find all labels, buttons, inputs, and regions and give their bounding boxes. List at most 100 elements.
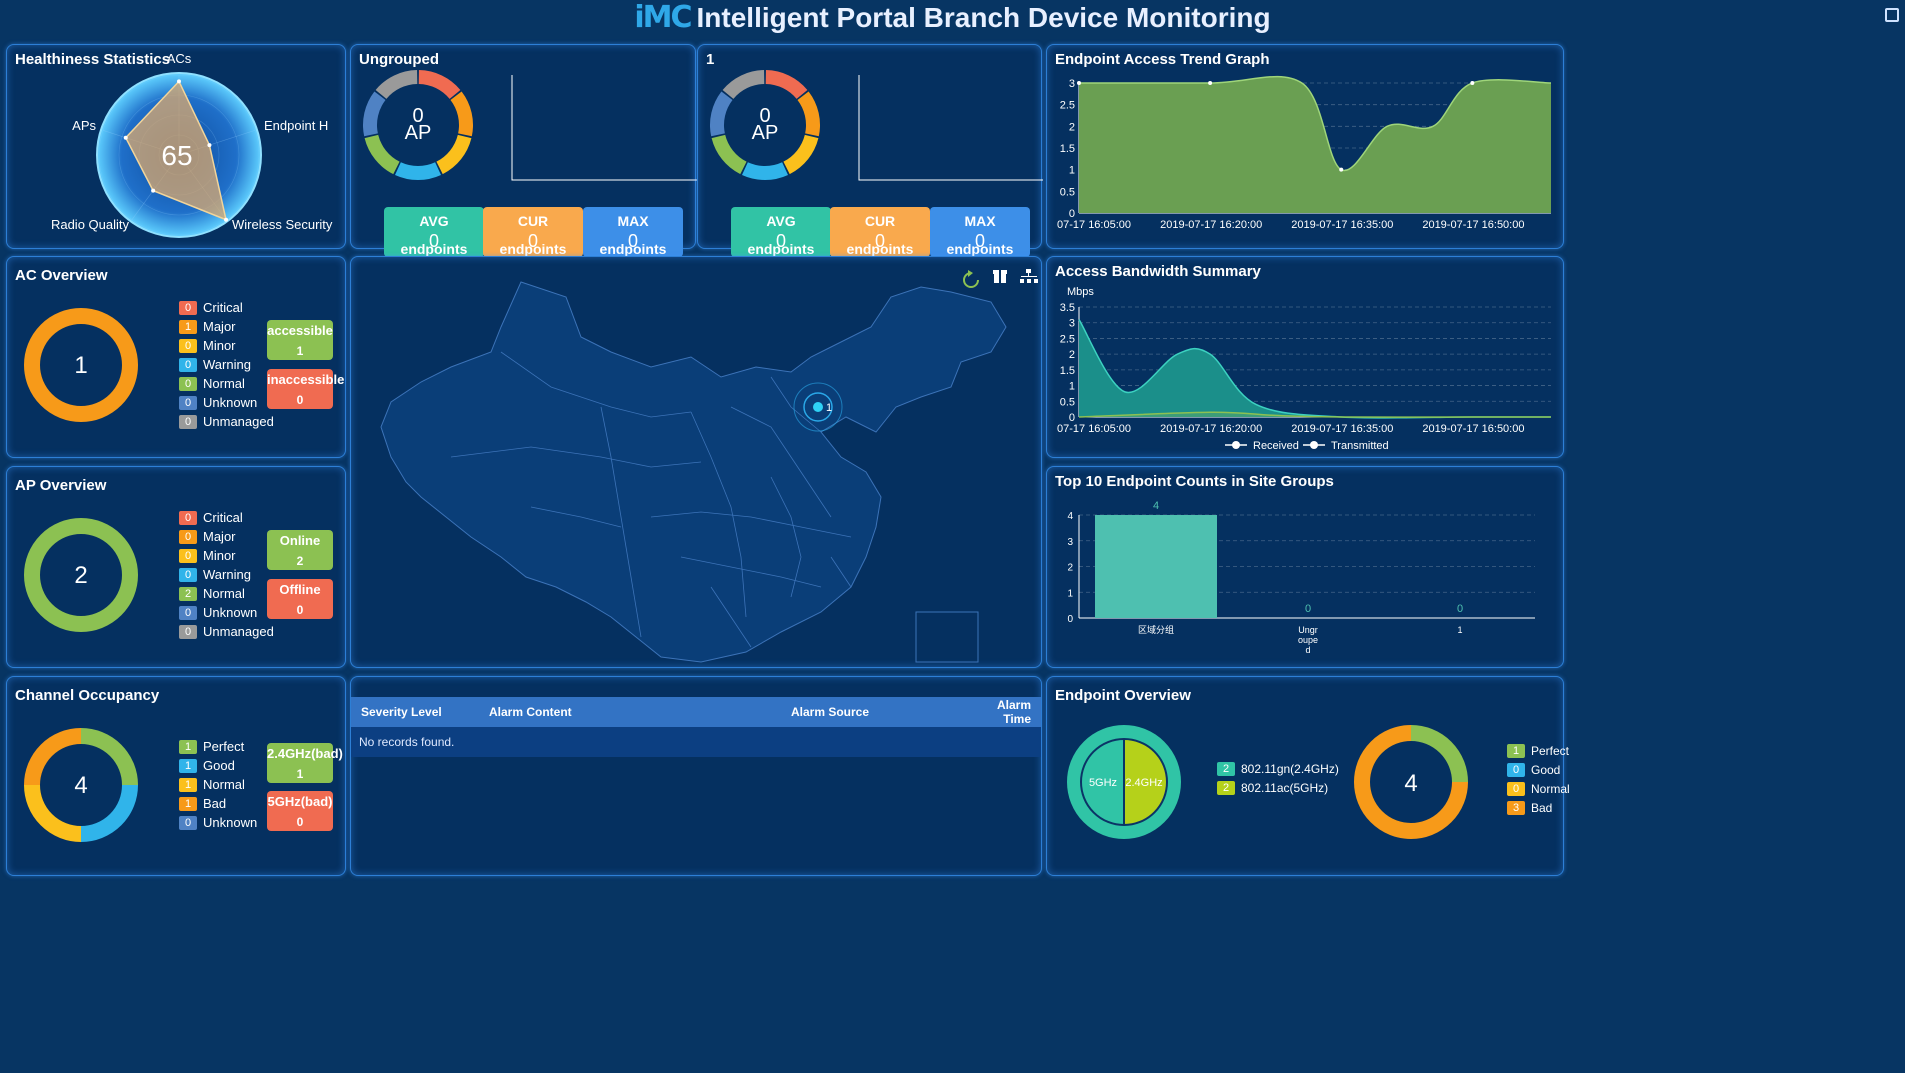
refresh-icon[interactable] bbox=[963, 270, 979, 288]
group1-cur-button[interactable]: CUR 0 endpoints bbox=[830, 207, 930, 257]
legend-label: Good bbox=[203, 758, 235, 773]
series-area bbox=[1079, 76, 1551, 213]
legend-item: 0 Critical bbox=[179, 508, 274, 527]
legend-item: 0 Unmanaged bbox=[179, 412, 274, 431]
x-tick-label: 2019-07-17 16:20:00 bbox=[1160, 219, 1262, 231]
radar-axis-label: Endpoint H bbox=[264, 118, 328, 133]
legend-label: Bad bbox=[203, 796, 227, 811]
legend-count-badge: 2 bbox=[1217, 761, 1235, 776]
legend-label: Minor bbox=[203, 548, 236, 563]
ap-status-segment bbox=[711, 134, 747, 175]
quality-bad-segment bbox=[1354, 725, 1468, 839]
trend-title: Endpoint Access Trend Graph bbox=[1055, 51, 1270, 68]
radar-point bbox=[151, 188, 156, 193]
map-marker-ring bbox=[803, 392, 833, 422]
ungrouped-cur-button[interactable]: CUR 0 endpoints bbox=[483, 207, 583, 257]
map-marker-label: 1 bbox=[826, 402, 832, 414]
channel-24ghz-button[interactable]: 2.4GHz(bad) 1 bbox=[267, 743, 343, 783]
group1-center-unit: AP bbox=[752, 122, 779, 144]
ungrouped-center-unit: AP bbox=[405, 122, 432, 144]
col-source[interactable]: Alarm Source bbox=[781, 697, 961, 727]
ap-status-segment bbox=[450, 91, 473, 137]
legend-label: Unknown bbox=[203, 815, 258, 830]
y-axis-label: Mbps bbox=[1067, 286, 1094, 298]
fullscreen-icon[interactable] bbox=[1885, 8, 1899, 22]
legend-label: Warning bbox=[203, 567, 251, 582]
legend-count-badge: 2 bbox=[1217, 780, 1235, 795]
legend-count-badge: 0 bbox=[179, 529, 197, 544]
bandwidth-panel: Access Bandwidth Summary 0 0.5 1 1.5 2 2.5 3 3.… bbox=[1046, 256, 1564, 458]
legend-item: 0 Unknown bbox=[179, 603, 274, 622]
col-severity[interactable]: Severity Level bbox=[351, 697, 479, 727]
radar-axis-label: Wireless Security bbox=[232, 217, 333, 232]
ap-legend: 0 Critical 0 Major 0 Minor 0 Warning 2 Normal 0 Unk… bbox=[179, 508, 274, 641]
ac-inaccessible-button[interactable]: inaccessible 0 bbox=[267, 369, 344, 409]
ap-offline-button[interactable]: Offline 0 bbox=[267, 579, 333, 619]
map-marker bbox=[813, 402, 823, 412]
y-tick-label: 1 bbox=[1067, 588, 1073, 599]
col-time[interactable]: Alarm Time bbox=[961, 697, 1041, 727]
topology-icon[interactable] bbox=[1020, 269, 1038, 283]
group1-center-value: 0 bbox=[759, 105, 770, 127]
channel-5ghz-button[interactable]: 5GHz(bad) 0 bbox=[267, 791, 333, 831]
legend-count-badge: 0 bbox=[179, 815, 197, 830]
ap-status-segment bbox=[418, 70, 461, 100]
health-title: Healthiness Statistics bbox=[15, 51, 171, 68]
legend-count-badge: 0 bbox=[179, 300, 197, 315]
legend-item: 0 Critical bbox=[179, 298, 274, 317]
y-tick-label: 2 bbox=[1069, 121, 1075, 133]
legend-label: Normal bbox=[203, 777, 245, 792]
group1-max-button[interactable]: MAX 0 endpoints bbox=[930, 207, 1030, 257]
ap-title: AP Overview bbox=[15, 477, 107, 494]
bar-value-label: 4 bbox=[1153, 500, 1159, 512]
ap-status-segment bbox=[783, 134, 819, 175]
legend-count-badge: 0 bbox=[179, 376, 197, 391]
bar bbox=[1095, 515, 1217, 618]
bar-value-label: 0 bbox=[1305, 603, 1311, 615]
ungrouped-avg-button[interactable]: AVG 0 endpoints bbox=[384, 207, 484, 257]
legend-marker bbox=[1310, 441, 1318, 449]
south-sea-inset bbox=[915, 611, 979, 663]
ac-ring bbox=[24, 308, 138, 422]
legend-item: 2 802.11gn(2.4GHz) bbox=[1217, 759, 1339, 778]
y-tick-label: 0.5 bbox=[1060, 396, 1075, 408]
gift-icon[interactable] bbox=[993, 270, 1007, 283]
legend-item: 1 Normal bbox=[179, 775, 257, 794]
y-tick-label: 4 bbox=[1067, 511, 1073, 522]
trend-chart: 0 0.5 1 1.5 2 2.5 3 07-17 16:05:00 2019-07-17 16… bbox=[1057, 75, 1552, 231]
ac-accessible-button[interactable]: accessible 1 bbox=[267, 320, 333, 360]
group1-avg-button[interactable]: AVG 0 endpoints bbox=[731, 207, 831, 257]
band-5ghz-slice bbox=[1081, 739, 1124, 825]
x-tick-label: 07-17 16:05:00 bbox=[1057, 219, 1131, 231]
x-tick-label: 2019-07-17 16:20:00 bbox=[1160, 423, 1262, 435]
ap-status-segment bbox=[395, 162, 441, 180]
ac-total: 1 bbox=[74, 352, 87, 379]
y-tick-label: 3 bbox=[1069, 78, 1075, 90]
ungrouped-center-value: 0 bbox=[412, 105, 423, 127]
legend-label: Major bbox=[203, 529, 236, 544]
endpoint-title: Endpoint Overview bbox=[1055, 687, 1191, 704]
channel-segment bbox=[80, 728, 138, 786]
ungrouped-max-button[interactable]: MAX 0 endpoints bbox=[583, 207, 683, 257]
imc-logo: iMC bbox=[634, 0, 692, 35]
x-category-label: oupe bbox=[1298, 635, 1318, 645]
y-tick-label: 1 bbox=[1069, 381, 1075, 393]
ap-status-segment bbox=[375, 70, 418, 100]
legend-count-badge: 0 bbox=[1507, 781, 1525, 796]
ap-online-button[interactable]: Online 2 bbox=[267, 530, 333, 570]
legend-count-badge: 1 bbox=[179, 739, 197, 754]
ap-status-segment bbox=[742, 162, 788, 180]
china-map[interactable]: 1 bbox=[351, 257, 1043, 669]
col-content[interactable]: Alarm Content bbox=[479, 697, 781, 727]
page-header: iMC Intelligent Portal Branch Device Moni… bbox=[0, 0, 1905, 40]
band-24ghz-label: 2.4GHz bbox=[1125, 777, 1162, 789]
band-24ghz-slice bbox=[1124, 739, 1167, 825]
legend-item: 1 Major bbox=[179, 317, 274, 336]
legend-count-badge: 1 bbox=[1507, 743, 1525, 758]
radar-axis-label: Radio Quality bbox=[51, 217, 130, 232]
series-line bbox=[1078, 411, 1551, 418]
legend-count-badge: 0 bbox=[179, 567, 197, 582]
channel-total: 4 bbox=[74, 772, 87, 799]
y-tick-label: 2 bbox=[1069, 349, 1075, 361]
legend-label: Major bbox=[203, 319, 236, 334]
